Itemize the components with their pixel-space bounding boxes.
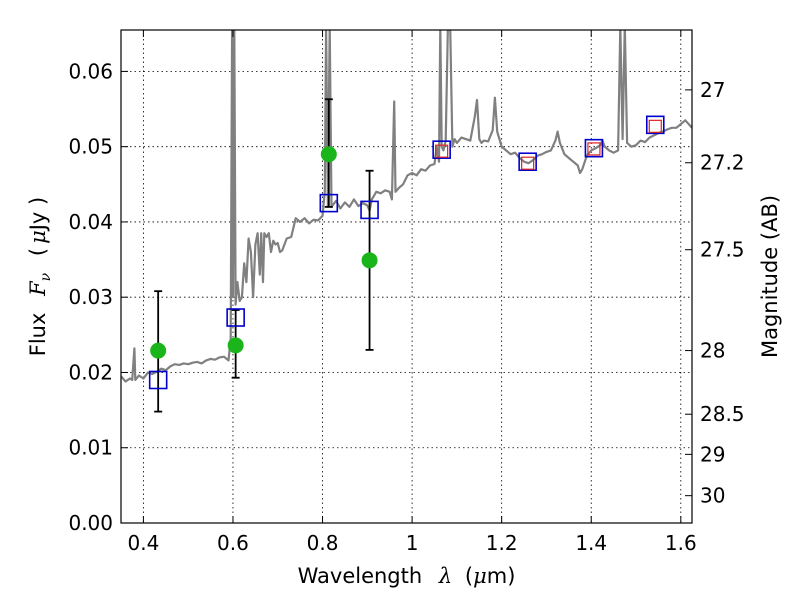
- model-flux-square: [518, 152, 537, 172]
- ticks: 0.4 0.6 0.8 1 1.2 1.4 1.6 0.00 0.01 0.02 0.03 0.04 0…: [68, 30, 745, 555]
- y2-tick-label: 27: [700, 78, 725, 102]
- y-tick-label: 0.04: [68, 210, 113, 234]
- y-tick-label: 0.02: [68, 360, 113, 384]
- model-flux-square: [360, 200, 379, 220]
- x-tick-label: 0.8: [307, 531, 339, 555]
- observed-flux-point: [227, 337, 244, 354]
- y2-tick-label: 27.5: [700, 238, 745, 262]
- y2-tick-label: 30: [700, 484, 725, 508]
- y-axis-label: Flux Fν (μJy ): [26, 197, 55, 356]
- y-tick-label: 0.00: [68, 511, 113, 535]
- observed-flux-point: [361, 252, 378, 269]
- y2-tick-label: 29: [700, 442, 725, 466]
- x-tick-label: 1: [406, 531, 419, 555]
- x-tick-label: 1.2: [486, 531, 518, 555]
- grid: [121, 30, 692, 524]
- data-layer: [121, 30, 692, 413]
- x-tick-label: 1.6: [665, 531, 697, 555]
- model-flux-square: [432, 140, 451, 159]
- x-tick-label: 0.6: [217, 531, 249, 555]
- x-tick-label: 1.4: [575, 531, 607, 555]
- y2-axis-label: Magnitude (AB): [758, 195, 782, 358]
- y-tick-label: 0.06: [68, 59, 113, 83]
- model-flux-square: [584, 138, 604, 158]
- y2-tick-label: 28: [700, 339, 725, 363]
- y-tick-label: 0.01: [68, 436, 113, 460]
- model-flux-square: [226, 308, 245, 327]
- model-flux-square: [319, 193, 339, 213]
- model-flux-square-small: [648, 119, 662, 133]
- model-flux-square-small: [521, 156, 535, 170]
- y2-tick-label: 27.2: [700, 151, 745, 175]
- y-tick-label: 0.05: [68, 135, 113, 159]
- observed-flux-point: [150, 342, 167, 359]
- observed-flux-point: [320, 146, 337, 163]
- model-spectrum-line: [121, 30, 692, 383]
- y2-tick-label: 28.5: [700, 402, 745, 426]
- y-tick-label: 0.03: [68, 285, 113, 309]
- x-axis-label: Wavelength λ (μm): [298, 564, 516, 588]
- model-flux-square: [645, 115, 665, 135]
- x-tick-label: 0.4: [127, 531, 159, 555]
- model-flux-square-small: [435, 144, 449, 158]
- model-flux-square-small: [587, 142, 601, 156]
- model-flux-square: [148, 370, 168, 390]
- plot-frame: [120, 29, 693, 524]
